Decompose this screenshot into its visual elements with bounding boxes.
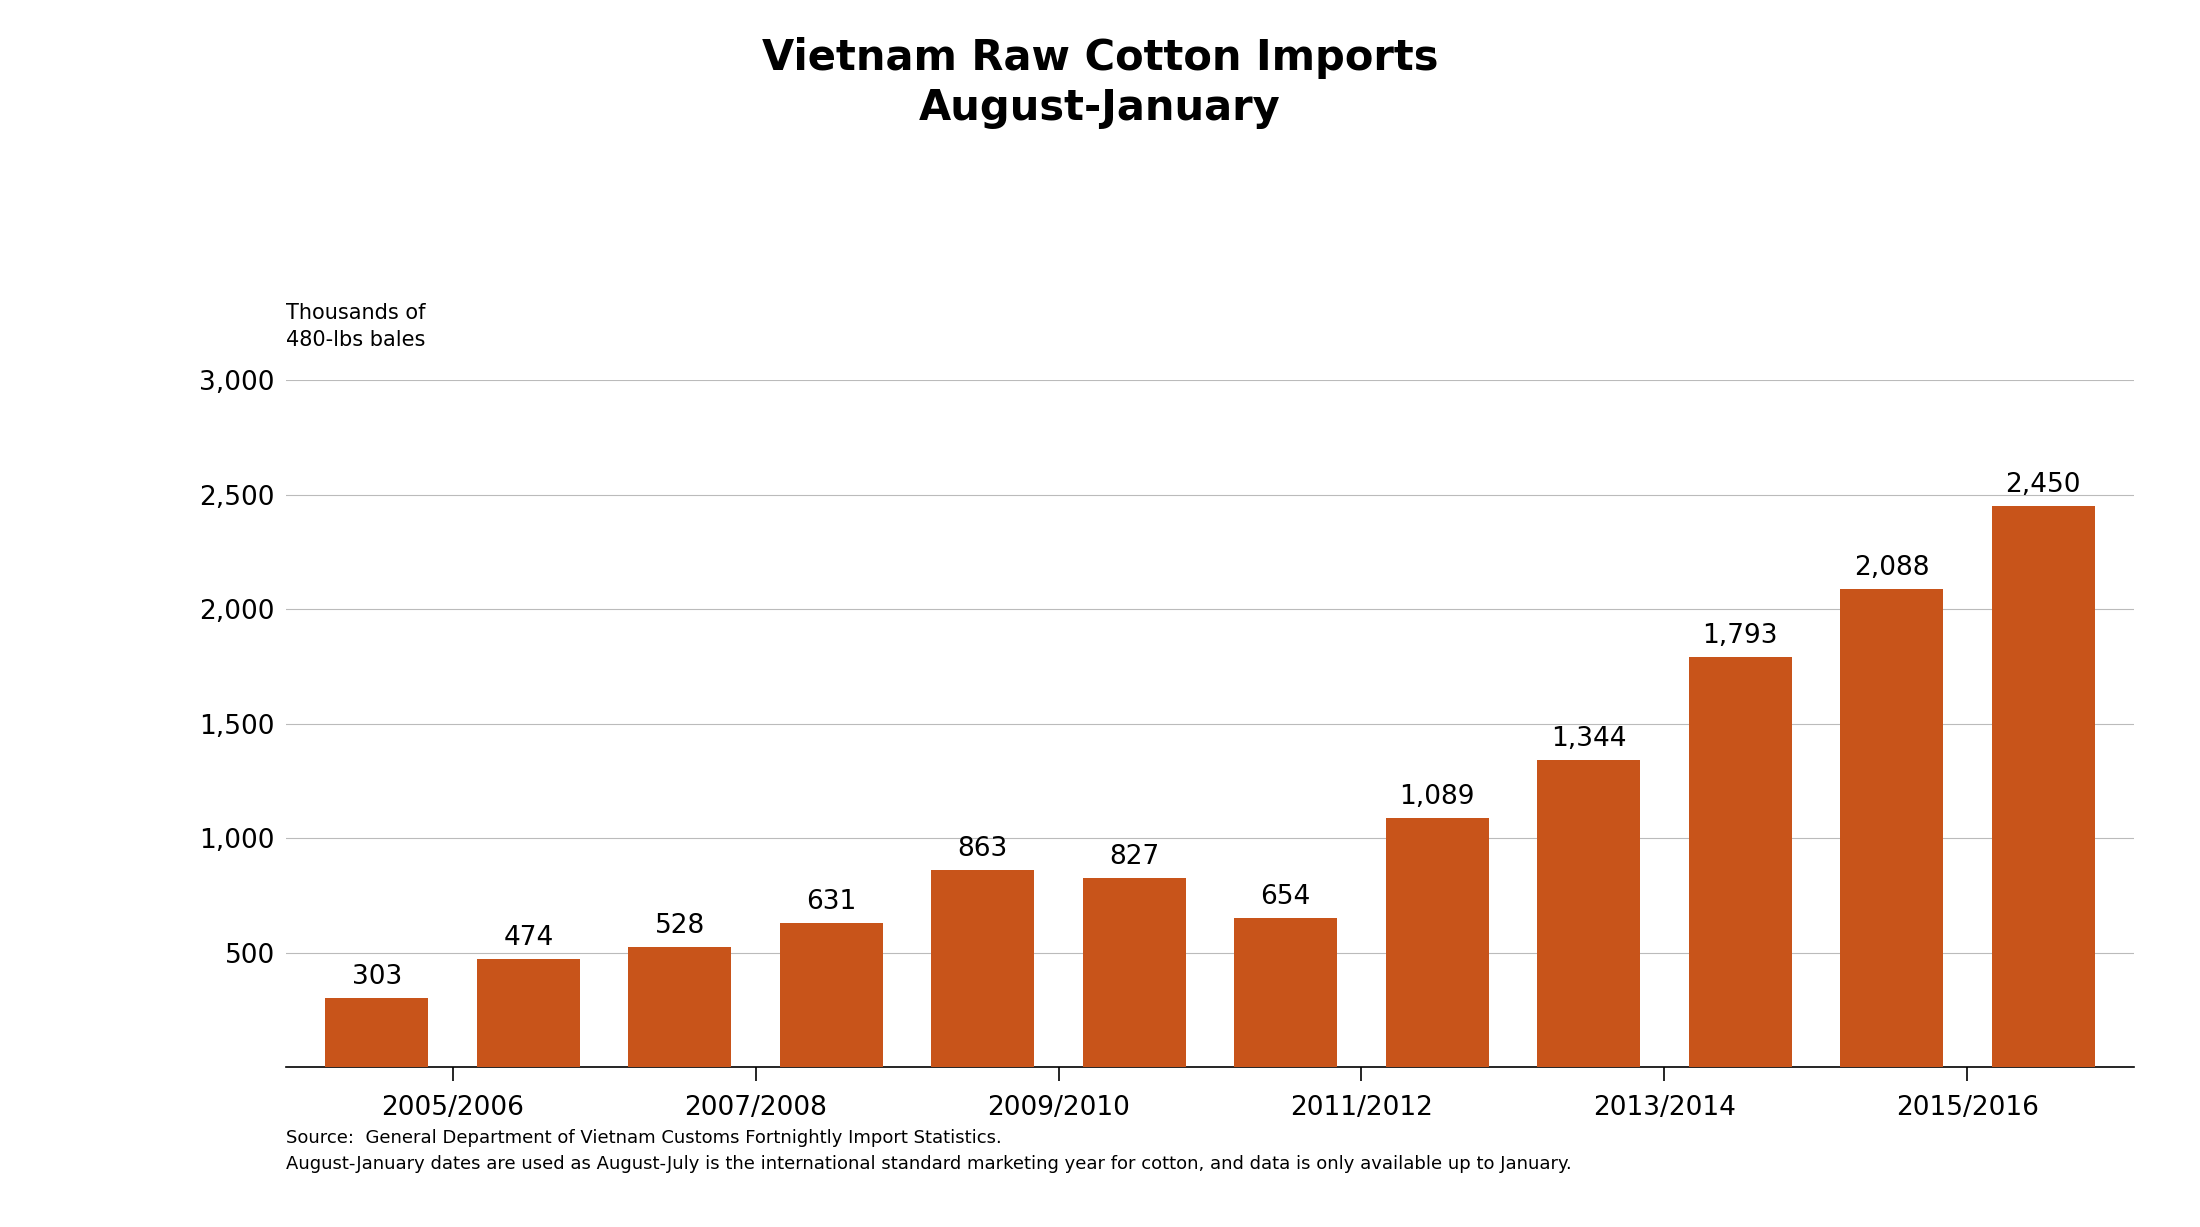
Text: 631: 631 (805, 888, 856, 915)
Bar (1082, 879, 1186, 1067)
Bar (477, 960, 581, 1067)
Bar (1234, 918, 1338, 1067)
Bar (1386, 818, 1489, 1067)
Bar (326, 998, 429, 1067)
Bar (1991, 507, 2094, 1067)
Text: Thousands of
480-lbs bales: Thousands of 480-lbs bales (286, 303, 425, 350)
Text: 2,088: 2,088 (1855, 556, 1929, 582)
Bar (931, 870, 1034, 1067)
Text: 827: 827 (1109, 844, 1159, 870)
Text: Vietnam Raw Cotton Imports
August-January: Vietnam Raw Cotton Imports August-Januar… (761, 37, 1439, 129)
Text: 1,089: 1,089 (1399, 784, 1474, 810)
Bar (1690, 656, 1791, 1067)
Text: Source:  General Department of Vietnam Customs Fortnightly Import Statistics.
Au: Source: General Department of Vietnam Cu… (286, 1129, 1571, 1173)
Text: 303: 303 (352, 964, 403, 990)
Text: 2,450: 2,450 (2006, 472, 2081, 498)
Bar (1538, 760, 1641, 1067)
Text: 1,793: 1,793 (1703, 623, 1778, 649)
Bar (1839, 589, 1943, 1067)
Text: 474: 474 (504, 925, 554, 951)
Bar (629, 946, 730, 1067)
Text: 1,344: 1,344 (1551, 725, 1626, 752)
Text: 528: 528 (656, 913, 704, 939)
Text: 654: 654 (1261, 883, 1311, 909)
Bar (779, 923, 882, 1067)
Text: 863: 863 (957, 836, 1008, 861)
